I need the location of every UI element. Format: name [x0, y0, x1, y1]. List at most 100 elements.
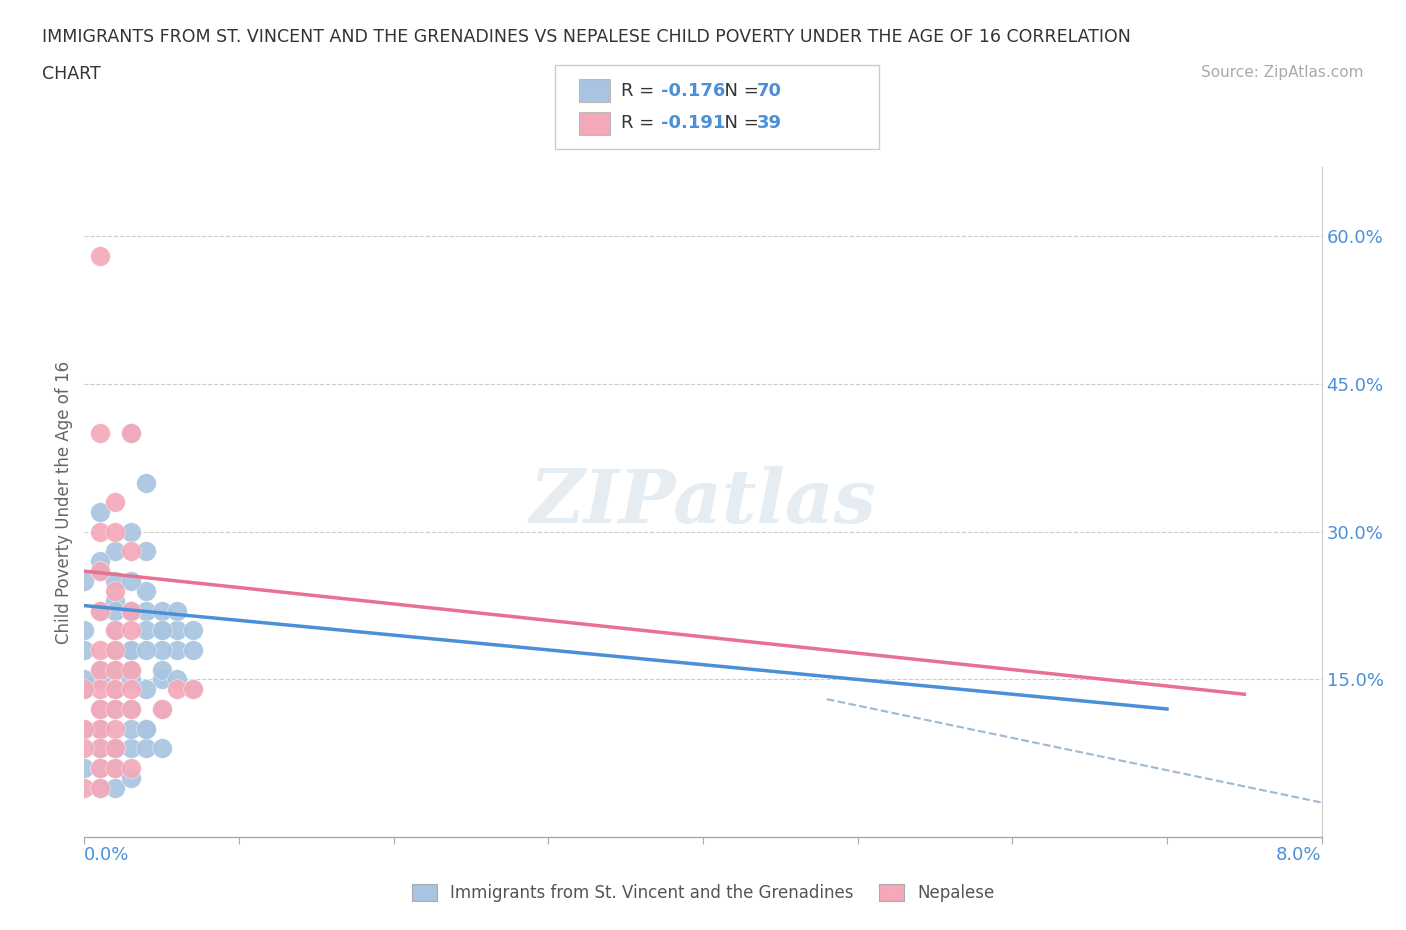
Point — [166, 623, 188, 638]
Point — [89, 722, 111, 737]
Point — [150, 623, 173, 638]
Legend: Immigrants from St. Vincent and the Grenadines, Nepalese: Immigrants from St. Vincent and the Gren… — [405, 878, 1001, 909]
Point — [181, 682, 204, 697]
Point — [120, 574, 142, 589]
Point — [120, 643, 142, 658]
Point — [135, 623, 157, 638]
Point — [89, 564, 111, 578]
Text: -0.191: -0.191 — [661, 114, 725, 132]
Point — [150, 741, 173, 756]
Point — [135, 741, 157, 756]
Point — [166, 682, 188, 697]
Point — [120, 672, 142, 687]
Point — [104, 701, 127, 716]
Text: 70: 70 — [756, 82, 782, 100]
Point — [120, 761, 142, 776]
Point — [73, 780, 96, 795]
Point — [89, 662, 111, 677]
Point — [104, 741, 127, 756]
Text: 39: 39 — [756, 114, 782, 132]
Point — [73, 574, 96, 589]
Point — [120, 426, 142, 441]
Point — [89, 761, 111, 776]
Text: ZIPatlas: ZIPatlas — [530, 466, 876, 538]
Point — [135, 544, 157, 559]
Point — [73, 741, 96, 756]
Point — [135, 603, 157, 618]
Text: N =: N = — [713, 114, 765, 132]
Point — [120, 525, 142, 539]
Point — [73, 682, 96, 697]
Point — [104, 761, 127, 776]
Point — [89, 554, 111, 569]
Point — [181, 623, 204, 638]
Point — [150, 672, 173, 687]
Point — [120, 544, 142, 559]
Point — [120, 722, 142, 737]
Point — [166, 603, 188, 618]
Point — [89, 741, 111, 756]
Point — [104, 722, 127, 737]
Point — [181, 682, 204, 697]
Point — [104, 593, 127, 608]
Point — [104, 583, 127, 598]
Point — [104, 682, 127, 697]
Text: CHART: CHART — [42, 65, 101, 83]
Point — [120, 603, 142, 618]
Point — [73, 722, 96, 737]
Point — [181, 643, 204, 658]
Point — [120, 603, 142, 618]
Y-axis label: Child Poverty Under the Age of 16: Child Poverty Under the Age of 16 — [55, 361, 73, 644]
Point — [120, 662, 142, 677]
Text: -0.176: -0.176 — [661, 82, 725, 100]
Point — [135, 682, 157, 697]
Point — [104, 741, 127, 756]
Point — [104, 525, 127, 539]
Point — [73, 682, 96, 697]
Point — [89, 701, 111, 716]
Point — [89, 505, 111, 520]
Point — [150, 623, 173, 638]
Point — [166, 672, 188, 687]
Point — [104, 682, 127, 697]
Point — [104, 643, 127, 658]
Point — [120, 701, 142, 716]
Point — [73, 672, 96, 687]
Point — [120, 643, 142, 658]
Point — [120, 770, 142, 785]
Point — [104, 761, 127, 776]
Point — [89, 662, 111, 677]
Point — [120, 603, 142, 618]
Text: R =: R = — [621, 114, 661, 132]
Point — [73, 623, 96, 638]
Point — [73, 761, 96, 776]
Text: IMMIGRANTS FROM ST. VINCENT AND THE GRENADINES VS NEPALESE CHILD POVERTY UNDER T: IMMIGRANTS FROM ST. VINCENT AND THE GREN… — [42, 28, 1130, 46]
Point — [135, 722, 157, 737]
Point — [150, 662, 173, 677]
Point — [104, 623, 127, 638]
Point — [89, 780, 111, 795]
Point — [89, 672, 111, 687]
Point — [89, 741, 111, 756]
Point — [120, 682, 142, 697]
Point — [166, 643, 188, 658]
Point — [104, 662, 127, 677]
Text: R =: R = — [621, 82, 661, 100]
Point — [120, 662, 142, 677]
Point — [135, 583, 157, 598]
Point — [120, 701, 142, 716]
Point — [104, 662, 127, 677]
Point — [73, 643, 96, 658]
Point — [104, 603, 127, 618]
Point — [89, 722, 111, 737]
Point — [89, 426, 111, 441]
Point — [89, 603, 111, 618]
Point — [89, 761, 111, 776]
Text: 8.0%: 8.0% — [1277, 846, 1322, 864]
Point — [89, 780, 111, 795]
Text: Source: ZipAtlas.com: Source: ZipAtlas.com — [1201, 65, 1364, 80]
Point — [120, 623, 142, 638]
Point — [89, 603, 111, 618]
Point — [89, 564, 111, 578]
Point — [104, 780, 127, 795]
